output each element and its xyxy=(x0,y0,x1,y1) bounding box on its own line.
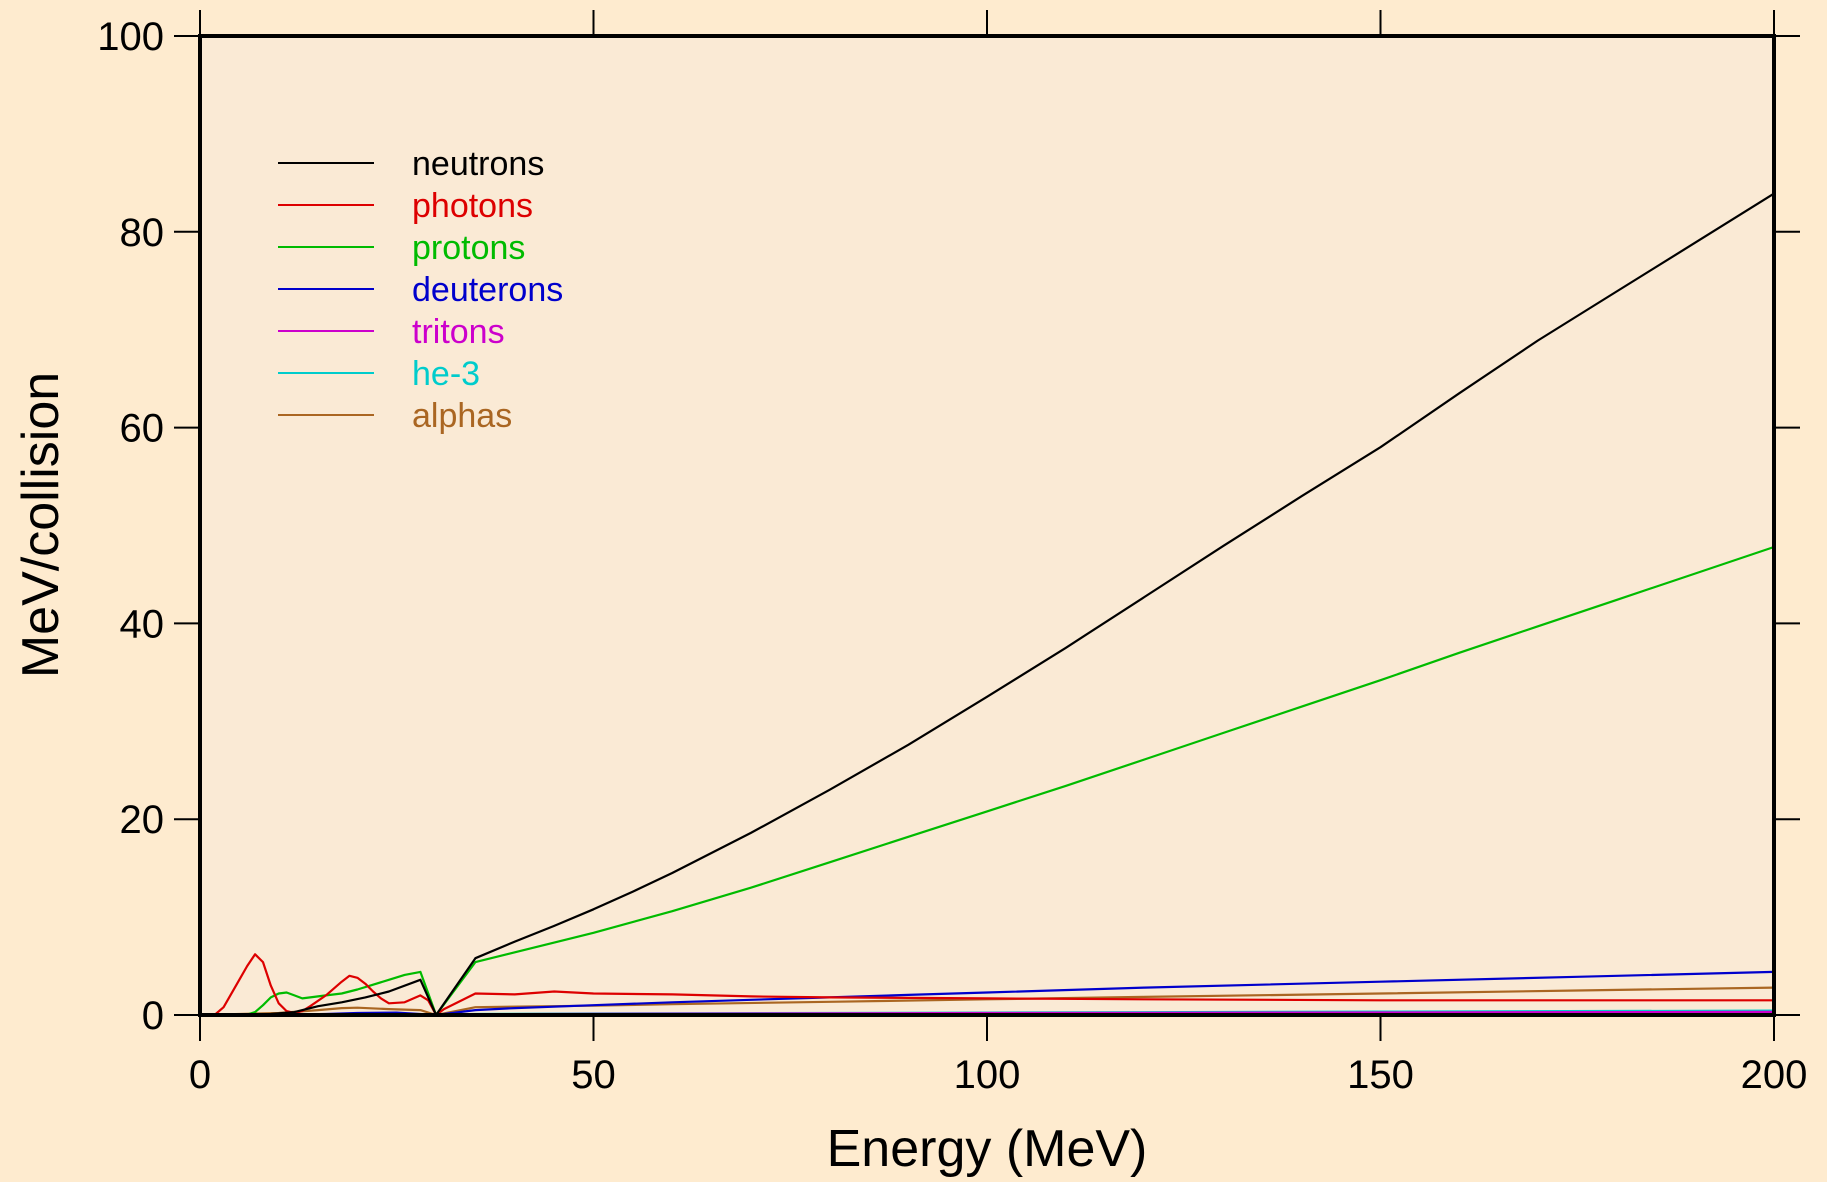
plot-frame xyxy=(198,34,1776,1017)
x-tick-label: 100 xyxy=(954,1053,1021,1097)
legend-label-alphas: alphas xyxy=(412,397,512,435)
x-tick-label: 0 xyxy=(189,1053,211,1097)
series-line-alphas xyxy=(199,986,1775,1017)
legend-label-protons: protons xyxy=(412,229,525,267)
legend-label-photons: photons xyxy=(412,187,533,225)
y-tick-label: 100 xyxy=(97,15,164,59)
legend-label-tritons: tritons xyxy=(412,313,505,351)
x-tick-label: 50 xyxy=(571,1053,616,1097)
series-line-protons xyxy=(199,545,1775,1017)
series-line-neutrons xyxy=(199,192,1775,1017)
tick-labels: 0 50 100 150 200 0 20 40 60 80 100 xyxy=(97,15,1807,1097)
legend: neutrons photons protons deuterons tritons he… xyxy=(278,145,563,435)
legend-label-neutrons: neutrons xyxy=(412,145,544,183)
y-axis-label: MeV/collision xyxy=(12,372,70,678)
tick-marks xyxy=(174,10,1800,1041)
y-tick-label: 80 xyxy=(120,211,165,255)
y-tick-label: 20 xyxy=(120,798,165,842)
y-tick-label: 40 xyxy=(120,602,165,646)
y-tick-label: 60 xyxy=(120,407,165,451)
x-axis-label: Energy (MeV) xyxy=(827,1120,1148,1178)
y-tick-label: 0 xyxy=(142,994,164,1038)
legend-label-deuterons: deuterons xyxy=(412,271,563,309)
plot-area xyxy=(200,36,1774,1015)
x-tick-label: 150 xyxy=(1347,1053,1414,1097)
legend-label-he-3: he-3 xyxy=(412,355,480,393)
x-tick-label: 200 xyxy=(1741,1053,1808,1097)
